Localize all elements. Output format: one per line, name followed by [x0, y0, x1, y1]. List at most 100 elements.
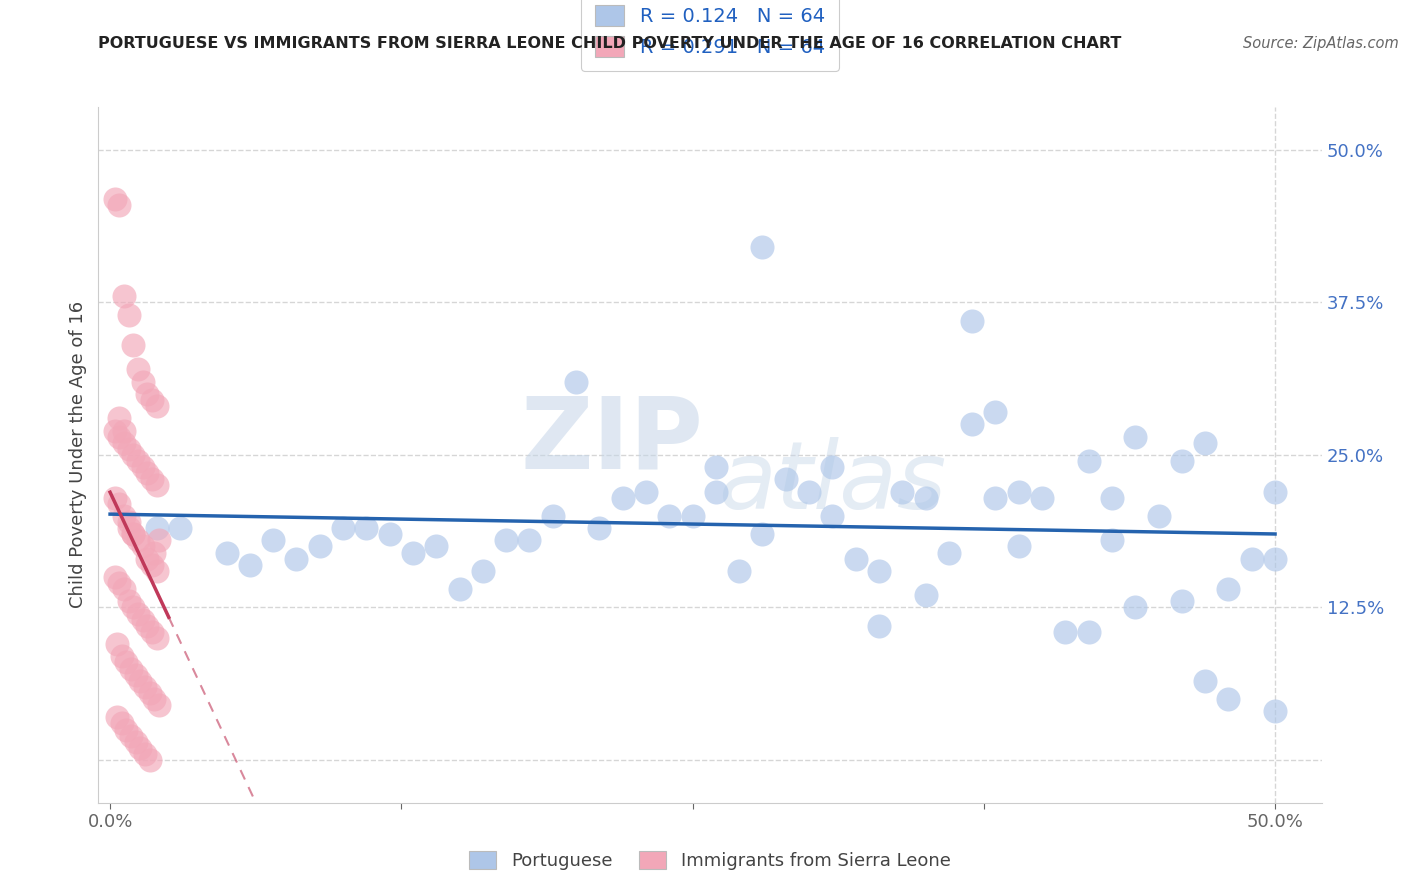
Point	[108, 197, 131, 211]
Point	[104, 570, 127, 584]
Point	[122, 527, 145, 541]
Point	[1101, 491, 1123, 505]
Point	[262, 533, 284, 548]
Point	[125, 735, 148, 749]
Point	[425, 540, 447, 554]
Point	[519, 533, 541, 548]
Point	[402, 545, 425, 559]
Point	[1101, 533, 1123, 548]
Point	[1264, 704, 1286, 718]
Point	[821, 460, 844, 475]
Legend: Portuguese, Immigrants from Sierra Leone: Portuguese, Immigrants from Sierra Leone	[463, 844, 957, 877]
Point	[845, 551, 868, 566]
Point	[285, 551, 308, 566]
Point	[914, 491, 936, 505]
Point	[127, 454, 149, 468]
Point	[141, 392, 163, 407]
Point	[122, 448, 145, 462]
Point	[145, 564, 167, 578]
Point	[145, 631, 167, 645]
Point	[169, 521, 191, 535]
Point	[984, 405, 1007, 419]
Point	[215, 545, 238, 559]
Point	[143, 545, 166, 559]
Point	[588, 521, 610, 535]
Point	[145, 399, 167, 413]
Point	[378, 527, 401, 541]
Point	[891, 484, 914, 499]
Point	[704, 484, 727, 499]
Point	[728, 564, 751, 578]
Point	[125, 667, 148, 681]
Point	[115, 723, 138, 737]
Point	[104, 424, 127, 438]
Point	[914, 588, 936, 602]
Point	[118, 521, 141, 535]
Point	[143, 692, 166, 706]
Point	[495, 533, 517, 548]
Point	[138, 753, 160, 767]
Point	[145, 521, 167, 535]
Point	[118, 515, 141, 529]
Point	[541, 508, 564, 523]
Point	[105, 710, 128, 724]
Point	[148, 698, 170, 713]
Point	[1171, 454, 1194, 468]
Point	[751, 527, 773, 541]
Point	[1171, 594, 1194, 608]
Point	[704, 460, 727, 475]
Point	[868, 564, 890, 578]
Point	[821, 508, 844, 523]
Point	[938, 545, 960, 559]
Point	[111, 649, 134, 664]
Point	[658, 508, 681, 523]
Point	[108, 576, 131, 591]
Point	[108, 411, 131, 425]
Point	[118, 442, 141, 456]
Point	[984, 491, 1007, 505]
Point	[1218, 582, 1240, 597]
Point	[471, 564, 494, 578]
Point	[1077, 624, 1099, 639]
Point	[104, 491, 127, 505]
Point	[131, 613, 153, 627]
Text: Source: ZipAtlas.com: Source: ZipAtlas.com	[1243, 36, 1399, 51]
Point	[131, 375, 153, 389]
Point	[868, 619, 890, 633]
Point	[308, 540, 330, 554]
Point	[960, 313, 983, 327]
Point	[104, 192, 127, 206]
Point	[239, 558, 262, 572]
Point	[131, 460, 153, 475]
Text: atlas: atlas	[718, 437, 946, 528]
Point	[1008, 484, 1031, 499]
Point	[120, 661, 142, 675]
Point	[108, 429, 131, 443]
Point	[108, 497, 131, 511]
Point	[136, 387, 159, 401]
Y-axis label: Child Poverty Under the Age of 16: Child Poverty Under the Age of 16	[69, 301, 87, 608]
Point	[105, 637, 128, 651]
Point	[565, 375, 588, 389]
Point	[1077, 454, 1099, 468]
Point	[118, 308, 141, 322]
Point	[122, 527, 145, 541]
Point	[136, 619, 159, 633]
Point	[127, 533, 149, 548]
Point	[1008, 540, 1031, 554]
Point	[129, 740, 152, 755]
Point	[141, 624, 163, 639]
Point	[612, 491, 634, 505]
Point	[111, 716, 134, 731]
Point	[449, 582, 471, 597]
Point	[115, 656, 138, 670]
Point	[141, 558, 163, 572]
Point	[112, 582, 135, 597]
Point	[1264, 484, 1286, 499]
Point	[1240, 551, 1263, 566]
Point	[775, 472, 797, 486]
Point	[1031, 491, 1053, 505]
Point	[1218, 692, 1240, 706]
Point	[682, 508, 704, 523]
Point	[1123, 429, 1146, 443]
